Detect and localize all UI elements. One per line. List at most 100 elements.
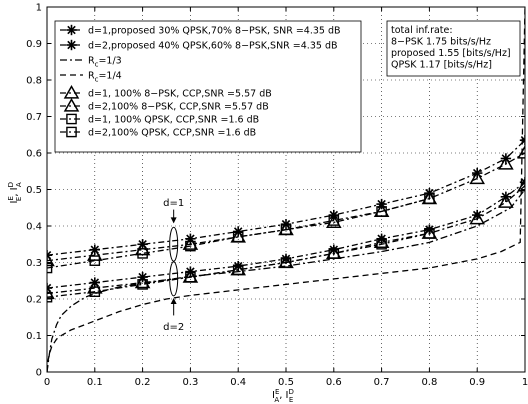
- triangle-shape: [373, 234, 390, 249]
- annotation-d1: d=1: [163, 198, 184, 209]
- legend-marker: [66, 39, 77, 51]
- star-stroke: [47, 283, 52, 290]
- triangle-shape: [498, 155, 514, 170]
- star-stroke: [520, 177, 525, 184]
- legend-entry: d=2,100% 8−PSK, CCP,SNR =5.57 dB: [60, 97, 269, 113]
- data-point: [280, 224, 292, 235]
- data-point: [376, 206, 387, 217]
- x-tick-label: 0.6: [326, 377, 342, 388]
- data-point: [328, 248, 340, 259]
- y-tick-label: 0.7: [26, 112, 42, 123]
- y-tick-label: 0: [36, 368, 42, 379]
- arrow-d2-head: [170, 298, 177, 304]
- x-tick-label: 0.9: [469, 377, 485, 388]
- data-point: [232, 231, 244, 243]
- series-7: [47, 193, 435, 274]
- ellipse-d1: [169, 226, 179, 262]
- square-shape: [424, 227, 435, 239]
- triangle-shape: [517, 177, 525, 192]
- y-tick-label: 0.5: [26, 185, 42, 196]
- triangle-shape: [326, 214, 342, 228]
- data-point: [134, 274, 151, 289]
- legend-label: Rc=1/3: [88, 56, 122, 69]
- legend-label: d=1, 100% 8−PSK, CCP,SNR =5.57 dB: [88, 89, 272, 100]
- triangle-shape: [47, 252, 55, 267]
- data-point: [137, 248, 148, 259]
- curves: [47, 7, 525, 372]
- square-shape: [47, 291, 53, 303]
- triangle-shape: [469, 170, 485, 185]
- series-line: [47, 232, 430, 298]
- arrow-d1-head: [170, 217, 177, 224]
- x-tick-label: 0: [44, 377, 50, 388]
- y-tick-label: 0.2: [26, 295, 42, 306]
- square-shape: [232, 231, 244, 243]
- square-shape: [137, 248, 148, 259]
- info-line: 8−PSK 1.75 bits/s/Hz: [391, 37, 491, 48]
- info-line: total inf.rate:: [391, 25, 453, 36]
- x-tick-label: 0.2: [135, 377, 151, 388]
- square-shape: [280, 224, 292, 235]
- square-shape: [232, 264, 244, 276]
- x-tick-label: 0.1: [87, 377, 103, 388]
- data-point: [47, 262, 53, 274]
- legend-marker: [63, 97, 80, 112]
- data-point: [232, 264, 244, 276]
- legend-label: d=1, 100% QPSK, CCP,SNR =1.6 dB: [88, 115, 259, 126]
- square-shape: [89, 286, 101, 298]
- legend-entry: Rc=1/3: [60, 56, 122, 69]
- legend-entry: d=2,100% QPSK, CCP,SNR =1.6 dB: [60, 126, 256, 139]
- legend-entry: d=1,proposed 30% QPSK,70% 8−PSK, SNR =4.…: [60, 24, 341, 37]
- data-point: [424, 227, 435, 239]
- x-tick-label: 1: [522, 377, 528, 388]
- legend-marker: [63, 84, 80, 99]
- triangle-shape: [134, 274, 151, 289]
- legend-entry: d=1, 100% QPSK, CCP,SNR =1.6 dB: [60, 113, 259, 126]
- square-shape: [328, 215, 340, 226]
- triangle-shape: [517, 144, 525, 159]
- x-tick-label: 0.4: [230, 377, 246, 388]
- y-tick-label: 0.8: [26, 76, 42, 87]
- data-point: [517, 144, 525, 159]
- legend-label: d=2,proposed 40% QPSK,60% 8−PSK,SNR =4.3…: [88, 41, 338, 52]
- legend-entry: Rc=1/4: [60, 71, 122, 84]
- star-stroke: [67, 25, 76, 35]
- series-line: [47, 7, 525, 372]
- legend-entry: d=1, 100% 8−PSK, CCP,SNR =5.57 dB: [60, 84, 272, 100]
- legend-label: Rc=1/4: [88, 71, 122, 84]
- star-stroke: [47, 250, 52, 257]
- y-axis-label: IEE, IDA: [7, 182, 23, 203]
- info-box-frame: [386, 20, 521, 77]
- x-tick-label: 0.8: [421, 377, 437, 388]
- data-point: [87, 247, 103, 261]
- annotations: d=1 d=2: [163, 198, 184, 333]
- series-4: [47, 7, 525, 372]
- ticks: 0 0.1 0.2 0.3 0.4 0.5 0.6 0.7 0.8 0.9 1 0 0.1 0.2 0.3 0…: [26, 3, 528, 389]
- square-shape: [328, 248, 340, 259]
- square-shape: [66, 113, 77, 125]
- data-point: [498, 155, 514, 170]
- data-point: [47, 291, 53, 303]
- data-point: [469, 170, 485, 185]
- x-tick-label: 0.7: [374, 377, 390, 388]
- data-point: [89, 286, 101, 298]
- data-point: [280, 257, 292, 268]
- square-shape: [424, 193, 435, 204]
- square-shape: [185, 240, 196, 252]
- legend-marker: [66, 24, 77, 36]
- triangle-shape: [182, 236, 199, 250]
- legend-entry: d=2,proposed 40% QPSK,60% 8−PSK,SNR =4.3…: [60, 39, 338, 52]
- data-point: [185, 240, 196, 252]
- ellipse-d2: [169, 261, 179, 297]
- info-box: total inf.rate:8−PSK 1.75 bits/s/Hzpropo…: [386, 20, 521, 77]
- star-stroke: [520, 135, 525, 142]
- y-tick-label: 0.3: [26, 258, 42, 269]
- series-line: [47, 197, 430, 269]
- y-tick-label: 0.6: [26, 149, 42, 160]
- data-point: [137, 279, 148, 290]
- data-point: [185, 271, 196, 283]
- legend-marker: [66, 126, 77, 138]
- annotation-d2: d=2: [163, 322, 184, 333]
- square-shape: [89, 255, 101, 266]
